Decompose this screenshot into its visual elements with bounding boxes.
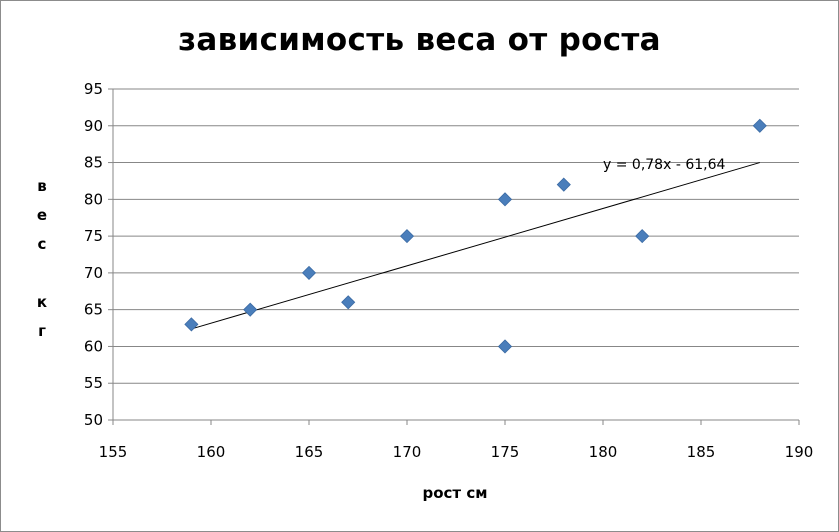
y-tick-label: 55 xyxy=(84,374,103,392)
y-tick-label: 70 xyxy=(84,264,103,282)
y-axis-title-char: г xyxy=(38,322,46,340)
x-axis-title: рост см xyxy=(422,484,488,502)
y-tick-label: 85 xyxy=(84,154,103,172)
y-axis-title-char: в xyxy=(37,177,47,195)
data-point xyxy=(752,118,767,133)
data-point xyxy=(301,265,317,280)
y-axis-title-char: к xyxy=(36,293,48,311)
y-tick-label: 90 xyxy=(84,117,103,135)
x-tick-label: 155 xyxy=(99,443,128,461)
y-tick-label: 60 xyxy=(84,337,103,355)
trendline-equation: y = 0,78x - 61,64 xyxy=(603,157,725,173)
y-tick-label: 80 xyxy=(84,190,103,208)
data-point xyxy=(341,295,356,310)
data-point xyxy=(184,317,199,332)
x-tick-label: 165 xyxy=(295,443,324,461)
x-tick-label: 180 xyxy=(589,443,618,461)
y-tick-label: 95 xyxy=(84,80,103,98)
chart-title: зависимость веса от роста xyxy=(178,22,661,58)
y-axis-title: в е с к г xyxy=(30,172,54,346)
data-point xyxy=(243,302,258,317)
x-tick-label: 170 xyxy=(393,443,422,461)
x-tick-label: 185 xyxy=(687,443,716,461)
y-axis-title-char: е xyxy=(36,206,48,224)
data-point xyxy=(399,229,415,244)
x-tick-label: 160 xyxy=(197,443,226,461)
data-point xyxy=(497,192,513,207)
data-point xyxy=(556,177,571,192)
y-axis-title-char: с xyxy=(37,235,47,253)
x-tick-label: 175 xyxy=(491,443,520,461)
data-point xyxy=(497,339,513,354)
x-tick-label: 190 xyxy=(785,443,814,461)
data-point xyxy=(635,229,650,244)
y-tick-label: 65 xyxy=(84,301,103,319)
trendline xyxy=(191,162,760,330)
y-tick-label: 75 xyxy=(84,227,103,245)
y-tick-label: 50 xyxy=(84,411,103,429)
